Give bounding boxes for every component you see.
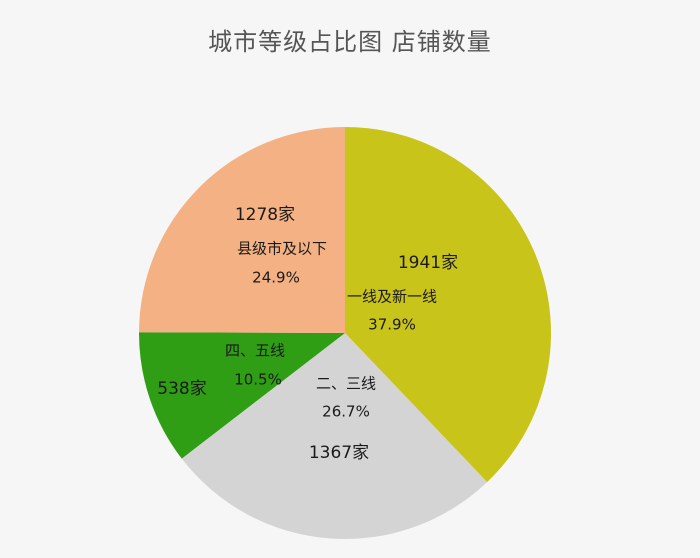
pie-slice (181, 333, 488, 539)
slice-percent-label: 26.7% (322, 403, 370, 421)
slice-count-label: 1278家 (235, 205, 295, 225)
slice-percent-label: 24.9% (252, 269, 300, 287)
pie-slice (138, 332, 345, 459)
slice-percent-label: 37.9% (368, 316, 416, 334)
slice-count-label: 1367家 (309, 443, 369, 463)
slice-category-label: 二、三线 (316, 375, 376, 393)
slice-count-label: 1941家 (398, 253, 458, 273)
slice-count-label: 538家 (157, 379, 206, 399)
slice-category-label: 一线及新一线 (347, 288, 437, 306)
slice-percent-label: 10.5% (234, 371, 282, 389)
pie-slice (139, 127, 345, 333)
slice-category-label: 县级市及以下 (237, 240, 327, 258)
chart-title: 城市等级占比图 店铺数量 (208, 28, 492, 56)
pie-slice (345, 127, 551, 483)
slice-category-label: 四、五线 (225, 342, 285, 360)
